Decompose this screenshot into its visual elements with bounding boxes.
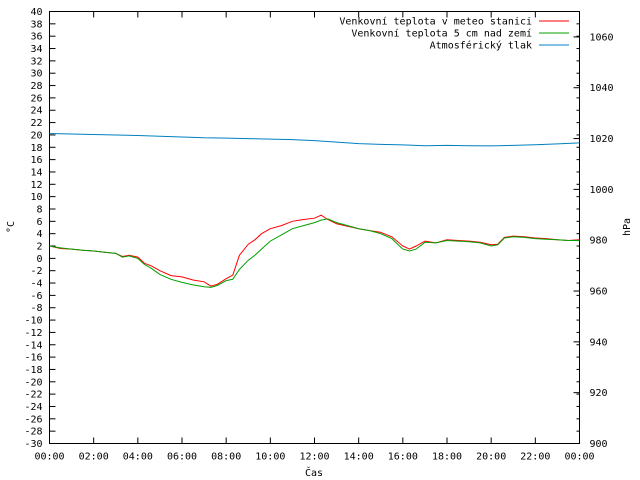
left-tick-label: -26 <box>24 414 42 425</box>
left-tick-label: 12 <box>30 180 42 191</box>
x-axis-ticks: 00:00 02:00 04:00 06:00 08:00 10:00 12:00 14:00… <box>34 11 595 463</box>
left-tick-label: -14 <box>24 340 42 351</box>
left-tick-label: 32 <box>30 56 42 67</box>
left-tick-label: 30 <box>30 69 42 80</box>
left-tick-label: -20 <box>24 377 42 388</box>
right-tick-label: 1040 <box>590 83 614 94</box>
right-tick-label: 1000 <box>590 185 614 196</box>
legend-label-1: Venkovní teplota v meteo stanici <box>339 16 532 28</box>
left-tick-label: -8 <box>30 303 42 314</box>
left-tick-label: -10 <box>24 316 42 327</box>
left-tick-label: -6 <box>30 291 42 302</box>
right-tick-label: 960 <box>590 287 608 298</box>
x-tick-label: 06:00 <box>167 452 197 463</box>
left-tick-label: 38 <box>30 19 42 30</box>
series-line-1 <box>49 214 580 287</box>
right-tick-label: 900 <box>590 439 608 450</box>
left-tick-label: 24 <box>30 106 42 117</box>
left-tick-label: -16 <box>24 353 42 364</box>
right-tick-label: 1020 <box>590 134 614 145</box>
left-tick-label: -4 <box>30 279 42 290</box>
x-tick-label: 12:00 <box>299 452 329 463</box>
left-tick-label: -2 <box>30 266 42 277</box>
x-tick-label: 22:00 <box>520 452 550 463</box>
x-tick-label: 14:00 <box>344 452 374 463</box>
y-axis-label-right: hPa <box>622 218 633 236</box>
left-tick-label: -28 <box>24 427 42 438</box>
left-tick-label: -12 <box>24 328 42 339</box>
left-tick-label: 26 <box>30 93 42 104</box>
x-tick-label: 00:00 <box>564 452 594 463</box>
left-tick-label: 8 <box>36 204 42 215</box>
left-tick-label: 22 <box>30 118 42 129</box>
left-tick-label: 18 <box>30 143 42 154</box>
left-tick-label: 34 <box>30 44 42 55</box>
x-tick-label: 10:00 <box>255 452 285 463</box>
left-tick-label: -24 <box>24 402 42 413</box>
x-tick-label: 04:00 <box>123 452 153 463</box>
legend: Venkovní teplota v meteo staniciVenkovní… <box>339 16 569 52</box>
x-tick-label: 18:00 <box>432 452 462 463</box>
right-tick-label: 1060 <box>590 32 614 43</box>
left-tick-label: 2 <box>36 242 42 253</box>
series-line-3 <box>49 133 580 147</box>
left-axis-ticks: -30-28-26-24-22-20-18-16-14-12-10-8-6-4-… <box>24 7 580 450</box>
left-tick-label: -22 <box>24 390 42 401</box>
left-tick-label: 28 <box>30 81 42 92</box>
left-tick-label: 0 <box>36 254 42 265</box>
right-tick-label: 920 <box>590 388 608 399</box>
x-tick-label: 20:00 <box>476 452 506 463</box>
left-tick-label: -18 <box>24 365 42 376</box>
left-tick-label: 14 <box>30 167 42 178</box>
x-tick-label: 08:00 <box>211 452 241 463</box>
left-tick-label: 4 <box>36 229 42 240</box>
left-tick-label: 10 <box>30 192 42 203</box>
series-layer <box>49 133 580 288</box>
y-axis-label-left: °C <box>6 221 17 233</box>
x-tick-label: 16:00 <box>388 452 418 463</box>
legend-label-2: Venkovní teplota 5 cm nad zemí <box>351 28 532 40</box>
left-tick-label: 16 <box>30 155 42 166</box>
left-tick-label: 36 <box>30 32 42 43</box>
left-tick-label: 40 <box>30 7 42 18</box>
left-tick-label: 20 <box>30 130 42 141</box>
left-tick-label: -30 <box>24 439 42 450</box>
left-tick-label: 6 <box>36 217 42 228</box>
right-tick-label: 980 <box>590 236 608 247</box>
x-axis-label: Čas <box>305 466 323 479</box>
legend-label-3: Atmosférický tlak <box>430 40 532 52</box>
plot-frame <box>49 11 580 444</box>
x-tick-label: 02:00 <box>79 452 109 463</box>
right-tick-label: 940 <box>590 337 608 348</box>
series-line-2 <box>49 218 580 288</box>
x-tick-label: 00:00 <box>34 452 64 463</box>
right-axis-ticks: 900 920 940 960 980 1000 1020 1040 1060 <box>573 32 614 450</box>
